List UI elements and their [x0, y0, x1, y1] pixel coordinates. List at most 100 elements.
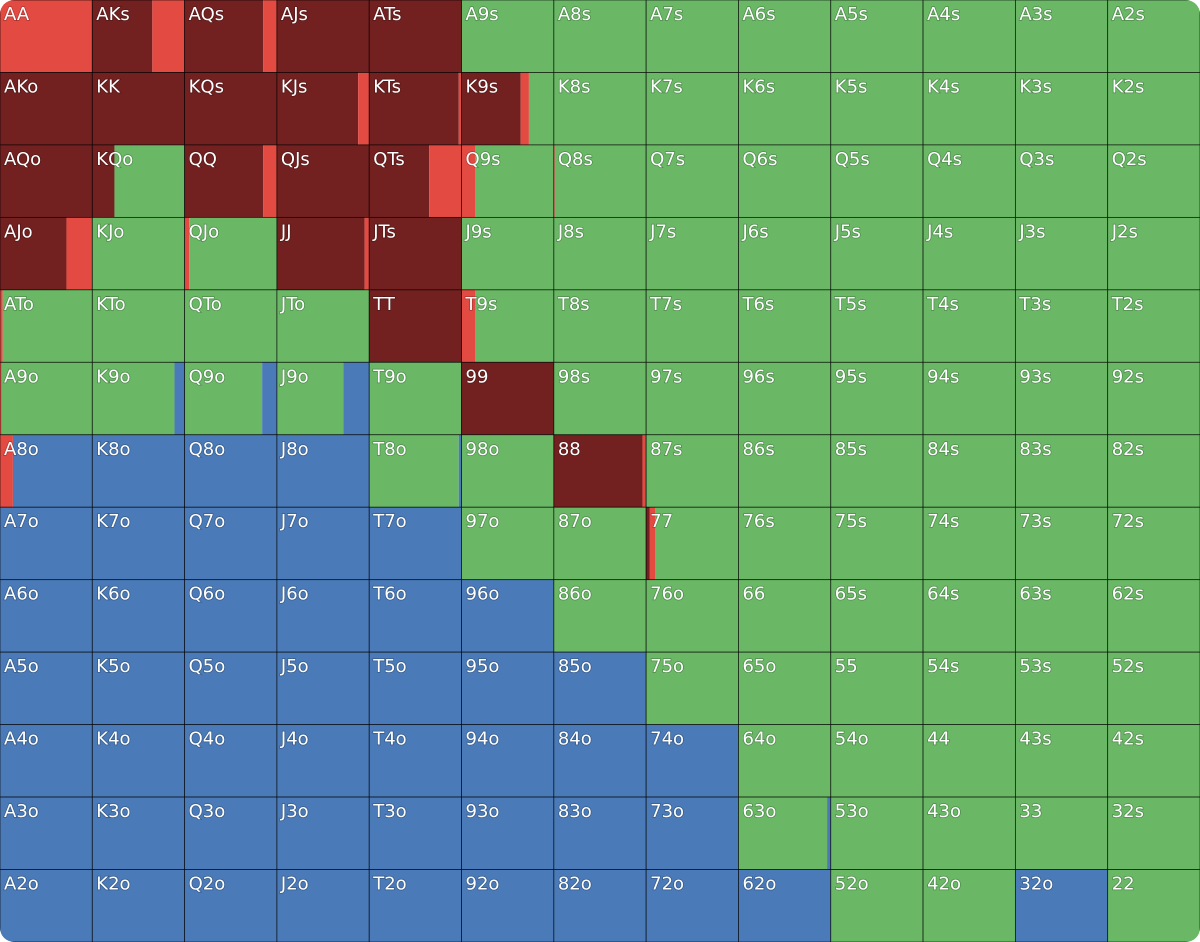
hand-cell: J9o	[276, 361, 370, 436]
frequency-segment	[184, 289, 277, 363]
hand-label: A5o	[4, 656, 39, 677]
frequency-segment	[276, 724, 370, 798]
frequency-segment	[184, 217, 190, 290]
hand-cell: 63o	[738, 796, 832, 870]
frequency-segment	[646, 797, 739, 870]
hand-cell: Q6o	[184, 579, 278, 653]
hand-label: A3s	[1019, 4, 1052, 25]
hand-cell: A4s	[922, 0, 1016, 73]
frequency-segment	[1015, 144, 1108, 218]
frequency-segment	[1015, 724, 1108, 798]
frequency-segment	[830, 652, 924, 725]
frequency-segment	[92, 869, 185, 942]
hand-cell: K9o	[91, 361, 186, 436]
hand-cell: 52s	[1107, 651, 1200, 726]
hand-label: AKo	[4, 76, 38, 97]
hand-label: J4s	[926, 221, 953, 242]
hand-cell: 83o	[553, 796, 647, 870]
frequency-segment	[369, 72, 459, 145]
hand-label: 94o	[466, 729, 500, 750]
hand-cell: JJ	[276, 216, 370, 291]
hand-label: 83s	[1019, 439, 1051, 460]
hand-label: A4s	[927, 4, 960, 25]
hand-label: A8o	[4, 439, 39, 460]
hand-label: 73s	[1019, 511, 1051, 532]
frequency-segment	[1015, 0, 1108, 73]
frequency-segment	[646, 869, 739, 942]
hand-cell: J4s	[922, 216, 1016, 291]
hand-cell: 65o	[738, 651, 832, 726]
hand-cell: A2o	[0, 869, 93, 942]
hand-label: 53o	[835, 801, 869, 822]
hand-cell: KTo	[91, 289, 186, 363]
hand-label: 97s	[650, 366, 682, 387]
hand-cell: 95o	[461, 651, 555, 726]
frequency-segment	[923, 797, 1016, 870]
hand-cell: KK	[91, 72, 186, 146]
frequency-segment	[184, 144, 264, 218]
hand-label: 63o	[742, 801, 776, 822]
hand-cell: Q6s	[738, 144, 832, 218]
hand-cell: T2o	[368, 869, 462, 942]
hand-label: Q4s	[927, 149, 962, 170]
hand-cell: 75s	[830, 506, 924, 581]
frequency-segment	[827, 797, 831, 870]
hand-label: 87s	[650, 439, 682, 460]
hand-label: K3o	[96, 801, 130, 822]
hand-label: T3s	[1018, 294, 1051, 315]
hand-cell: 94o	[461, 724, 555, 798]
hand-label: 86s	[742, 439, 774, 460]
frequency-segment	[923, 289, 1016, 363]
frequency-segment	[461, 144, 476, 218]
hand-label: Q7s	[650, 149, 685, 170]
frequency-segment	[923, 217, 1016, 290]
hand-label: 44	[927, 729, 950, 750]
hand-cell: T5o	[368, 651, 462, 726]
frequency-segment	[276, 0, 370, 73]
frequency-segment	[553, 144, 555, 218]
frequency-segment	[1107, 144, 1200, 218]
hand-label: 83o	[558, 801, 592, 822]
frequency-segment	[369, 579, 462, 653]
hand-label: T2s	[1111, 294, 1144, 315]
hand-label: T3o	[372, 801, 406, 822]
frequency-segment	[1015, 362, 1108, 435]
hand-cell: J7s	[645, 216, 739, 291]
frequency-segment	[369, 362, 462, 435]
hand-label: K3s	[1019, 76, 1052, 97]
frequency-segment	[276, 507, 370, 580]
frequency-segment	[276, 217, 365, 290]
frequency-segment	[369, 797, 462, 870]
hand-label: 95s	[835, 366, 867, 387]
hand-cell: J2s	[1107, 216, 1200, 291]
hand-label: 74s	[927, 511, 959, 532]
hand-cell: 95s	[830, 361, 924, 436]
hand-cell: 76o	[645, 579, 739, 653]
hand-cell: 22	[1107, 869, 1200, 942]
hand-label: Q5o	[189, 656, 226, 677]
frequency-segment	[923, 434, 1016, 508]
hand-label: 55	[835, 656, 858, 677]
hand-label: KQo	[96, 149, 133, 170]
frequency-segment	[369, 869, 462, 942]
frequency-segment	[461, 0, 554, 73]
hand-cell: KJo	[91, 216, 186, 291]
hand-cell: 84s	[922, 434, 1016, 508]
frequency-segment	[92, 652, 185, 725]
hand-label: Q2s	[1112, 149, 1147, 170]
hand-label: K2o	[96, 874, 130, 895]
hand-cell: K7o	[91, 506, 186, 581]
hand-cell: AQo	[0, 144, 93, 218]
hand-cell: T7s	[645, 289, 739, 363]
hand-cell: J6o	[276, 579, 370, 653]
hand-label: 64s	[927, 584, 959, 605]
frequency-segment	[646, 507, 650, 580]
hand-label: K6s	[742, 76, 775, 97]
hand-label: 65s	[835, 584, 867, 605]
hand-label: JTo	[280, 294, 305, 315]
hand-label: K2s	[1112, 76, 1145, 97]
hand-cell: Q4s	[922, 144, 1016, 218]
hand-cell: A2s	[1107, 0, 1200, 73]
hand-cell: J8o	[276, 434, 370, 508]
